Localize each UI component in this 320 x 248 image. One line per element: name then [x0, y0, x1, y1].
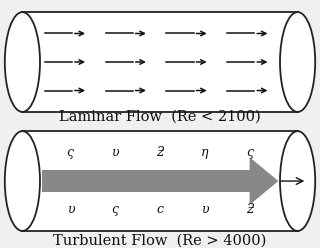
Bar	[22, 12, 298, 112]
Text: υ: υ	[111, 146, 119, 159]
Text: ƻ: ƻ	[156, 146, 164, 159]
Text: ϲ: ϲ	[156, 203, 164, 216]
Ellipse shape	[280, 131, 315, 231]
Text: Laminar Flow  (Re < 2100): Laminar Flow (Re < 2100)	[59, 110, 261, 124]
Text: υ: υ	[201, 203, 209, 216]
Polygon shape	[250, 157, 278, 205]
Text: ς: ς	[67, 146, 74, 159]
Ellipse shape	[280, 12, 315, 112]
Text: ς: ς	[246, 146, 253, 159]
Text: Turbulent Flow  (Re > 4000): Turbulent Flow (Re > 4000)	[53, 234, 267, 248]
Bar	[22, 131, 298, 231]
Text: υ: υ	[67, 203, 74, 216]
Ellipse shape	[5, 131, 40, 231]
Ellipse shape	[5, 12, 40, 112]
Text: ς: ς	[112, 203, 119, 216]
Bar	[42, 170, 250, 192]
Text: η: η	[201, 146, 209, 159]
Text: ƻ: ƻ	[246, 203, 253, 216]
